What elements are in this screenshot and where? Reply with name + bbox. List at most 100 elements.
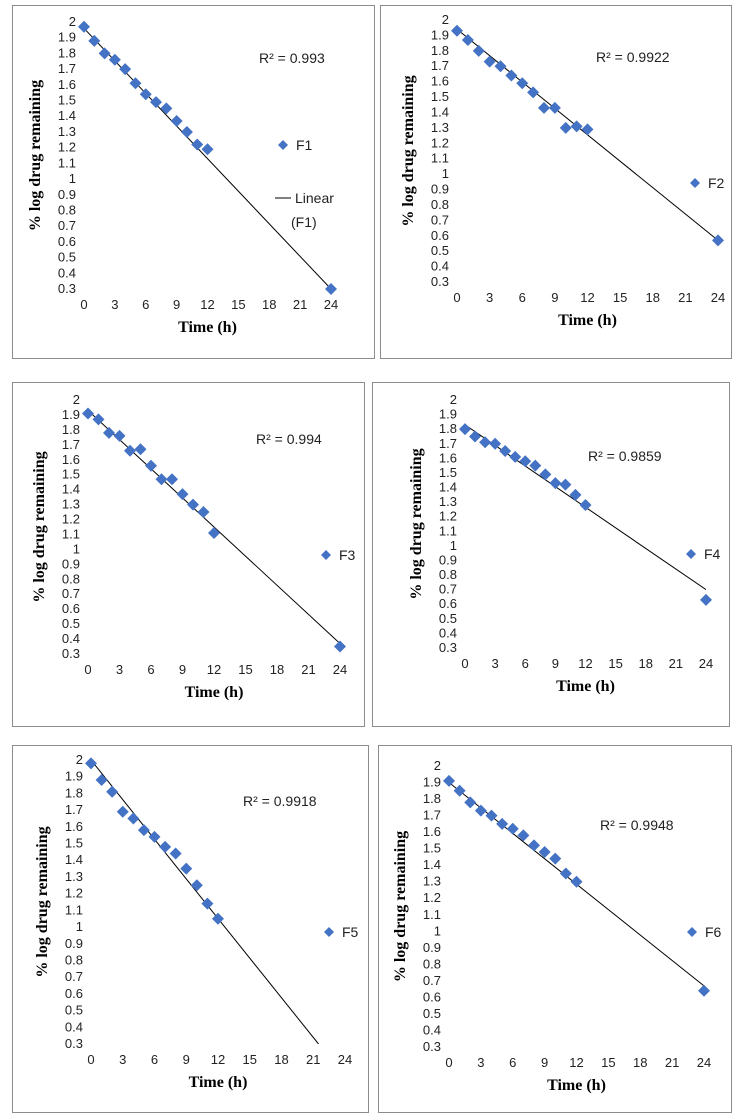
y-tick-label: 0.6	[65, 986, 83, 1001]
y-tick-label: 0.8	[423, 956, 441, 971]
y-tick-label: 1.5	[431, 89, 449, 104]
x-tick-label: 6	[509, 1055, 516, 1070]
legend-marker	[690, 178, 700, 188]
data-point	[443, 774, 455, 787]
data-point	[548, 101, 561, 114]
data-point	[499, 445, 512, 458]
data-point	[82, 407, 94, 420]
data-point	[170, 114, 183, 127]
data-point	[538, 101, 550, 114]
y-tick-label: 2	[450, 392, 457, 407]
x-tick-label: 24	[333, 662, 347, 677]
y-tick-label: 1.6	[423, 824, 441, 839]
x-tick-label: 9	[173, 297, 180, 312]
legend-label: F4	[704, 546, 721, 562]
y-tick-label: 1	[442, 166, 449, 181]
y-tick-label: 0.4	[439, 625, 457, 640]
data-point	[559, 478, 572, 491]
y-tick-label: 0.8	[62, 571, 80, 586]
legend-label: F6	[705, 924, 722, 940]
y-tick-label: 1	[450, 538, 457, 553]
y-tick-label: 1.1	[439, 523, 457, 538]
y-tick-label: 1.4	[423, 857, 441, 872]
data-point	[166, 473, 178, 486]
y-tick-label: 1.3	[58, 124, 76, 139]
x-tick-label: 21	[306, 1052, 320, 1067]
x-tick-label: 18	[633, 1055, 647, 1070]
data-point	[579, 499, 592, 512]
x-tick-label: 12	[200, 297, 214, 312]
data-point	[150, 96, 163, 109]
data-point	[509, 450, 522, 463]
x-axis-label: Time (h)	[189, 1074, 248, 1091]
x-tick-label: 24	[699, 656, 713, 671]
y-tick-label: 1.7	[431, 58, 449, 73]
legend-trendline-label: (F1)	[291, 214, 317, 230]
y-tick-label: 1.7	[439, 436, 457, 451]
data-point	[187, 498, 199, 511]
r-squared-annotation: R² = 0.9948	[600, 817, 674, 833]
y-tick-label: 0.9	[439, 552, 457, 567]
y-tick-label: 1.9	[439, 407, 457, 422]
y-tick-label: 1.6	[62, 452, 80, 467]
x-tick-label: 9	[183, 1052, 190, 1067]
chart-panel-4: 0.30.40.50.60.70.80.911.11.21.31.41.51.6…	[372, 382, 730, 727]
data-point	[325, 283, 337, 295]
y-tick-label: 0.7	[439, 582, 457, 597]
data-point	[212, 912, 224, 925]
data-point	[570, 875, 583, 888]
data-point	[191, 138, 204, 151]
y-axis-label: % log drug remaining	[31, 451, 48, 602]
data-point	[489, 437, 502, 450]
x-tick-label: 12	[207, 662, 221, 677]
data-point	[95, 774, 108, 787]
x-tick-label: 12	[578, 656, 592, 671]
data-point	[474, 804, 487, 817]
panel-frame	[12, 382, 365, 727]
x-tick-label: 6	[151, 1052, 158, 1067]
y-tick-label: 1.4	[58, 108, 76, 123]
y-tick-label: 1.9	[62, 407, 80, 422]
legend-marker	[687, 927, 697, 937]
chart-panel-5: 0.3 0.40.5 0.6 0.7 0.80.9 1 1.11.2 1.3 1.41.5 1.6…	[12, 745, 369, 1113]
y-tick-label: 1	[434, 923, 441, 938]
x-tick-label: 24	[324, 297, 338, 312]
data-point	[581, 123, 594, 136]
y-tick-label: 0.7	[65, 969, 83, 984]
y-tick-label: 1.6	[431, 74, 449, 89]
legend-marker	[686, 549, 696, 559]
y-tick-label: 0.5	[431, 243, 449, 258]
x-tick-label: 15	[231, 297, 245, 312]
data-point	[145, 459, 157, 472]
y-tick-label: 0.8	[431, 197, 449, 212]
r-squared-annotation: R² = 0.9918	[243, 793, 317, 809]
data-point	[78, 20, 90, 33]
panel-frame	[12, 745, 369, 1113]
y-axis-label: % log drug remaining	[27, 80, 44, 231]
data-point	[505, 69, 518, 82]
data-point	[116, 805, 129, 818]
data-point	[700, 593, 712, 606]
data-point	[464, 796, 477, 809]
y-tick-label: 1.4	[431, 104, 449, 119]
data-point	[549, 852, 562, 865]
data-point	[155, 473, 168, 486]
data-point	[201, 143, 214, 156]
y-tick-label: 1.9	[65, 769, 83, 784]
data-point	[459, 423, 471, 436]
y-tick-label: 0.3	[431, 274, 449, 289]
y-axis-label: % log drug remaining	[392, 831, 409, 982]
data-point	[496, 817, 509, 830]
y-tick-label: 1.9	[58, 30, 76, 45]
legend-label: F5	[342, 924, 359, 940]
y-tick-label: 1.5	[58, 93, 76, 108]
data-point	[180, 125, 193, 138]
data-point	[527, 86, 540, 99]
y-tick-label: 1.3	[423, 874, 441, 889]
y-tick-label: 1.1	[65, 902, 83, 917]
data-point	[134, 443, 147, 456]
y-tick-label: 0.6	[423, 989, 441, 1004]
x-tick-label: 0	[461, 656, 468, 671]
data-point	[529, 459, 542, 472]
x-tick-label: 3	[119, 1052, 126, 1067]
